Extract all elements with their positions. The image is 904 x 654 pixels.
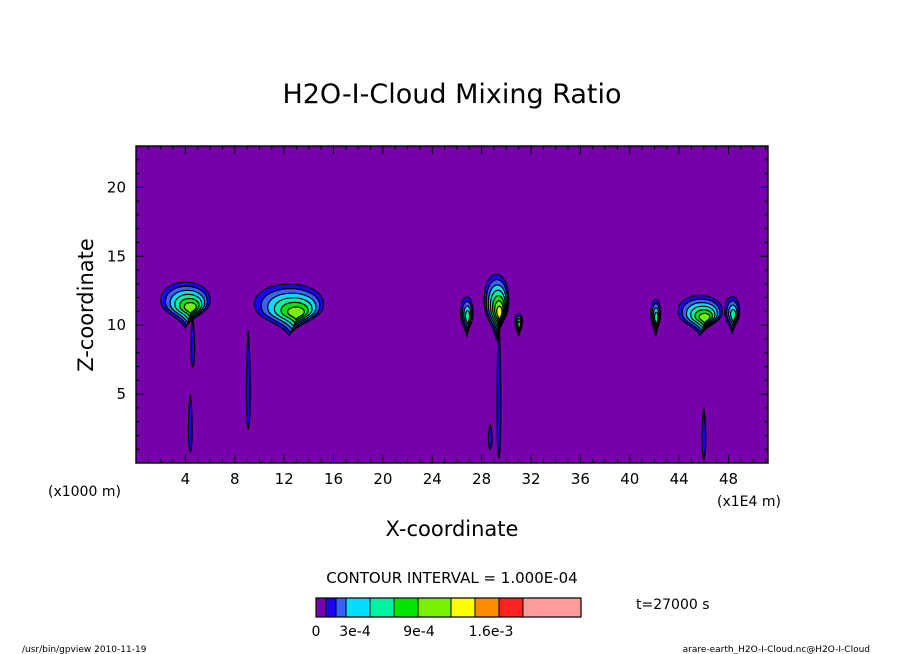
contour-level-6 xyxy=(698,312,711,325)
plot-frame xyxy=(135,145,769,464)
shaft-4 xyxy=(487,424,493,451)
x-tick-label: 16 xyxy=(324,470,343,488)
y-tick-label: 10 xyxy=(107,316,126,334)
x-unit-right: (x1E4 m) xyxy=(717,494,781,510)
contour-level-7 xyxy=(496,305,503,321)
x-tick-label: 24 xyxy=(423,470,442,488)
colorbar-swatch-6 xyxy=(417,597,452,618)
colorbar-swatch-0 xyxy=(315,597,327,618)
colorbar-swatch-8 xyxy=(474,597,500,618)
shaft-5 xyxy=(496,318,502,459)
shaft-2 xyxy=(187,394,193,454)
colorbar-swatch-5 xyxy=(393,597,419,618)
contour-level-4 xyxy=(653,311,659,326)
x-tick-label: 20 xyxy=(373,470,392,488)
x-tick-label: 48 xyxy=(719,470,738,488)
contour-level-4 xyxy=(729,308,737,323)
contour-interval-label: CONTOUR INTERVAL = 1.000E-04 xyxy=(326,569,577,587)
y-tick-label: 5 xyxy=(116,385,126,403)
colorbar-label: 9e-4 xyxy=(403,624,435,640)
colorbar-label: 1.6e-3 xyxy=(469,624,514,640)
y-tick-label: 20 xyxy=(107,178,126,196)
footer-left: /usr/bin/gpview 2010-11-19 xyxy=(22,645,147,654)
colorbar-label: 3e-4 xyxy=(339,624,371,640)
chart-title: H2O-I-Cloud Mixing Ratio xyxy=(282,79,621,110)
x-tick-label: 8 xyxy=(230,470,240,488)
cloud-8 xyxy=(724,296,741,334)
cloud-2 xyxy=(253,283,325,337)
time-label: t=27000 s xyxy=(636,597,710,613)
x-tick-label: 12 xyxy=(275,470,294,488)
cloud-7 xyxy=(677,294,723,337)
x-tick-label: 40 xyxy=(620,470,639,488)
cloud-3 xyxy=(460,296,474,337)
colorbar-swatch-2 xyxy=(335,597,347,618)
x-unit-left: (x1000 m) xyxy=(48,484,121,500)
x-tick-label: 32 xyxy=(521,470,540,488)
x-tick-label: 4 xyxy=(181,470,191,488)
colorbar-swatch-7 xyxy=(450,597,476,618)
x-axis: 4 8 12 16 20 24 28 32 36 40 44 48 xyxy=(135,146,767,488)
colorbar-swatch-10 xyxy=(522,597,582,618)
cloud-4 xyxy=(483,273,510,341)
colorbar-swatch-1 xyxy=(325,597,337,618)
shaft-3 xyxy=(245,330,251,431)
shaft-1 xyxy=(190,318,196,368)
contour-level-4 xyxy=(517,320,521,330)
colorbar: 0 3e-4 9e-4 1.6e-3 xyxy=(312,597,582,640)
colorbar-swatch-9 xyxy=(498,597,524,618)
x-tick-label: 36 xyxy=(571,470,590,488)
contour-level-6 xyxy=(286,306,305,321)
field-background xyxy=(136,146,768,463)
colorbar-swatch-4 xyxy=(369,597,395,618)
contour-level-6 xyxy=(183,301,197,315)
colorbar-swatch-3 xyxy=(345,597,371,618)
colorbar-frame xyxy=(315,597,582,618)
contour-level-4 xyxy=(464,310,471,325)
y-axis-label: Z-coordinate xyxy=(74,238,98,372)
cloud-6 xyxy=(650,298,662,337)
colorbar-label: 0 xyxy=(312,624,321,640)
y-tick-label: 15 xyxy=(107,247,126,265)
x-tick-label: 44 xyxy=(670,470,689,488)
x-tick-label: 28 xyxy=(472,470,491,488)
cloud-1 xyxy=(160,281,211,330)
y-axis: 5 10 15 20 xyxy=(107,159,768,450)
contour-field xyxy=(160,273,741,461)
cloud-5 xyxy=(514,312,523,337)
footer-right: arare-earth_H2O-I-Cloud.nc@H2O-I-Cloud xyxy=(683,645,870,654)
shaft-6 xyxy=(701,407,707,461)
x-axis-label: X-coordinate xyxy=(386,517,519,541)
